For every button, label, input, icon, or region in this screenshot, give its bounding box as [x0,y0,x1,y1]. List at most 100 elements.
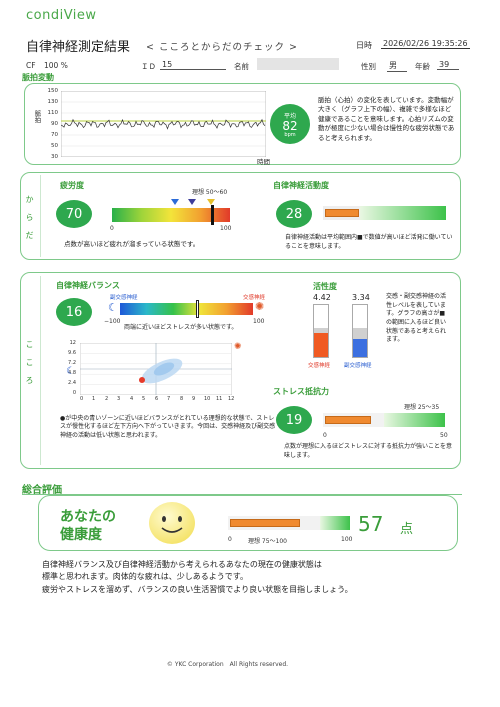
fatigue-ideal: 理想 50～60 [192,189,228,196]
score-marker-icon [207,199,215,205]
overall-comment-line: 疲労やストレスを溜めず、バランスの良い生活習慣でより良い状態を目指しましょう。 [42,584,353,594]
datetime-label: 日時 [356,41,372,50]
stress-score: 19 [285,412,303,428]
pulse-y-label: 脈拍 [33,110,41,123]
pulse-y-tick: 70 [51,132,58,138]
scatter-x-tick: 8 [180,396,184,402]
overall-comment-line: 自律神経バランス及び自律神経活動から考えられるあなたの現在の健康状態は [42,560,322,569]
footer-copyright: © YKC Corporation All Rights reserved. [166,661,289,668]
scatter-x-tick: 6 [155,396,159,402]
overall-box [38,495,458,551]
stress-min: 0 [323,432,327,439]
balance-score: 16 [65,304,83,320]
balance-marker [196,300,200,318]
overall-rule [22,494,462,495]
scatter-sun-icon: ✺ [234,342,242,352]
app-logo: condiView [26,8,97,23]
pulse-y-tick: 50 [51,143,58,149]
stress-title: ストレス抵抗力 [273,387,329,396]
pulse-y-tick: 90 [51,121,58,127]
ideal-max-marker-icon [188,199,196,205]
overall-max: 100 [341,536,353,543]
scatter-y-tick: 12 [69,340,76,346]
fatigue-score: 70 [65,206,83,222]
scatter-x-tick: 1 [92,396,96,402]
pulse-y-tick: 110 [47,110,59,116]
name-label: 名前 [234,62,249,71]
activity-title: 自律神経活動度 [273,181,329,190]
kokoro-box [20,272,461,469]
name-redacted [257,58,339,70]
para-activeness-value: 3.34 [352,293,370,302]
sym-activeness-label: 交感神経 [308,363,331,369]
overall-fill [230,519,300,527]
fatigue-marker [211,205,214,225]
karada-divider [40,175,41,257]
health-label-2: 健康度 [60,527,102,543]
sym-activeness-bar [313,304,329,358]
scatter-y-tick: 7.2 [68,360,76,366]
overall-min: 0 [228,536,232,543]
scatter-x-tick: 10 [204,396,211,402]
sym-activeness-value: 4.42 [313,293,331,302]
id-value: 15 [160,60,226,70]
scatter-y-tick: 0 [72,390,76,396]
karada-side-label: からだ [25,195,34,249]
balance-score-badge: 16 [56,298,92,326]
scatter-point [139,377,145,383]
scatter-x-ticks: 0 1 2 3 4 5 6 7 8 9 10 11 12 [80,396,235,404]
activity-gauge [323,206,446,220]
fatigue-score-badge: 70 [56,200,92,228]
overall-ideal: 理想 75～100 [248,538,287,545]
activity-score-badge: 28 [276,200,312,228]
pulse-box [24,83,461,165]
pulse-avg-label: 平均 [283,112,296,120]
scatter-x-tick: 4 [130,396,134,402]
scatter-moon-icon: ☾ [66,366,75,377]
activity-note: 自律神経活動は平均範囲内■で数値が高いほど活発に働いていることを意味します。 [285,234,453,250]
activeness-description: 交感・副交感神経の活性レベルを表しています。グラフの高さが■の範囲に入るほど良い… [386,293,447,344]
overall-comment-line: 標準と思われます。肉体的な疲れは、少しあるようです。 [42,572,248,582]
balance-para-label: 副交感神経 [110,295,138,301]
balance-scatter [80,343,232,395]
pulse-y-ticks: 150 130 110 90 70 50 30 [44,88,59,160]
para-activeness-bar [352,304,368,358]
stress-gauge [323,413,445,427]
scatter-x-tick: 7 [167,396,171,402]
scatter-y-tick: 9.6 [68,350,76,356]
fatigue-title: 疲労度 [60,181,84,190]
pulse-avg-unit: bpm [284,131,296,138]
karada-box [20,172,461,260]
scatter-x-tick: 2 [105,396,109,402]
pulse-description: 脈拍（心拍）の変化を表しています。変動幅が大きく（グラフ上下の幅）、複雑で多様な… [318,96,455,142]
balance-min: −100 [104,318,121,325]
scatter-x-tick: 12 [228,396,235,402]
scatter-x-tick: 5 [142,396,146,402]
balance-description: ●が中央の青いゾーンに近いほどバランスがとれている理想的な状態で、ストレスが慢性… [60,415,276,439]
para-activeness-label: 副交感神経 [344,363,372,369]
scatter-x-tick: 9 [192,396,196,402]
pulse-y-tick: 150 [47,88,59,94]
stress-ideal-range [384,413,445,427]
scatter-y-ticks: 12 9.6 7.2 4.8 2.4 0 [62,340,76,400]
activity-fill [325,209,359,217]
page-subtitle: < こころとからだのチェック > [146,42,298,53]
fatigue-note: 点数が高いほど疲れが溜まっている状態です。 [64,240,200,248]
id-label: ＩＤ [141,62,156,71]
scatter-y-tick: 4.8 [68,370,76,376]
balance-gauge [120,303,253,315]
sym-activeness-fill [314,333,328,357]
balance-note: 両端に近いほどストレスが多い状態です。 [124,324,238,331]
page-title: 自律神経測定結果 [26,40,131,55]
ideal-min-marker-icon [171,199,179,205]
age-label: 年齢 [415,62,430,71]
fatigue-gauge [112,208,230,222]
moon-icon: ☾ [108,301,118,314]
overall-comment: 自律神経バランス及び自律神経活動から考えられるあなたの現在の健康状態は 標準と思… [42,559,353,596]
stress-fill [325,416,371,424]
activity-normal-range [359,206,446,220]
pulse-y-tick: 130 [47,99,59,105]
cf-value: 100 % [44,61,68,70]
kokoro-divider [40,276,41,465]
balance-title: 自律神経バランス [56,281,120,290]
